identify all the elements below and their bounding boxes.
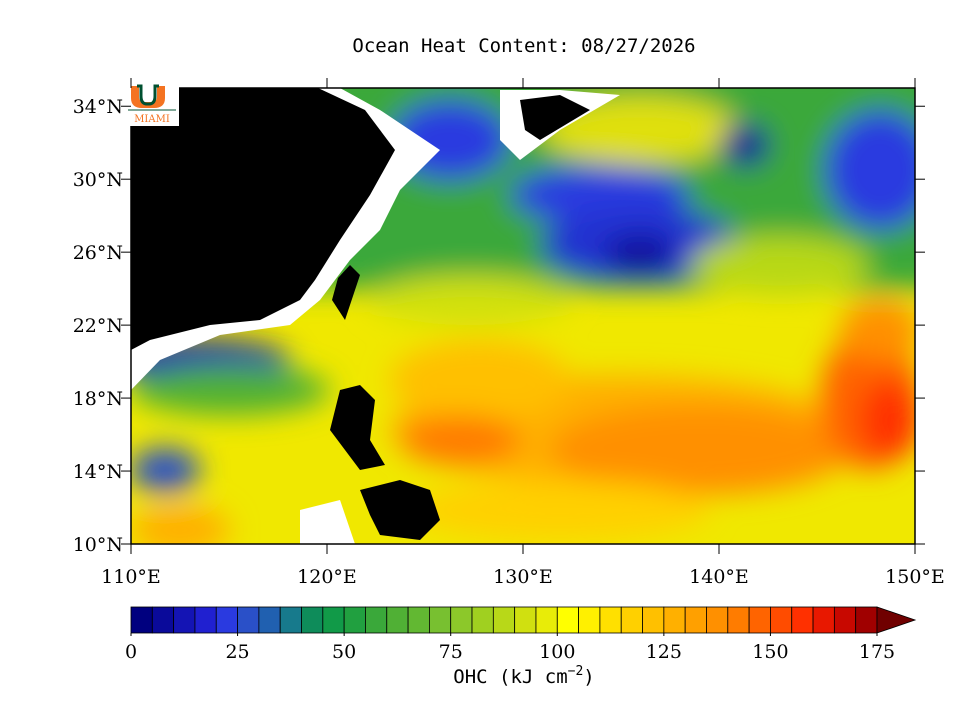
colorbar-swatch: [748, 606, 771, 634]
colorbar-tick-label: 175: [859, 641, 895, 663]
colorbar: 0 25 50 75 100 125 150 175: [125, 606, 917, 663]
label-exponent: −2: [568, 664, 584, 679]
colorbar-swatch: [343, 606, 366, 634]
colorbar-swatch: [620, 606, 643, 634]
colorbar-label: OHC (kJ cm−2): [453, 664, 595, 688]
lon-tick-label: 140°E: [689, 566, 749, 588]
colorbar-swatch: [258, 606, 281, 634]
colorbar-swatch: [514, 606, 537, 634]
label-close: ): [583, 666, 594, 688]
colorbar-swatch: [428, 606, 452, 634]
lat-tick-label: 30°N: [73, 169, 123, 191]
colorbar-swatch: [279, 606, 302, 634]
title: Ocean Heat Content: 08/27/2026: [352, 35, 695, 57]
label-main: OHC (kJ cm: [453, 666, 567, 688]
colorbar-swatch: [535, 606, 558, 634]
colorbar-over: [876, 606, 917, 634]
colorbar-swatch: [130, 606, 153, 634]
colorbar-swatch: [663, 606, 686, 634]
colorbar-tick-label: 100: [539, 641, 575, 663]
colorbar-swatch: [173, 606, 196, 634]
colorbar-swatch: [194, 606, 217, 634]
lat-tick-label: 10°N: [73, 534, 123, 556]
colorbar-swatch: [215, 606, 238, 634]
colorbar-swatch: [599, 606, 622, 634]
colorbar-swatch: [556, 606, 579, 634]
colorbar-tick-label: 0: [125, 641, 137, 663]
colorbar-swatch: [642, 606, 665, 634]
lon-tick-label: 110°E: [101, 566, 161, 588]
colorbar-tick-label: 25: [225, 641, 249, 663]
lat-tick-label: 26°N: [73, 242, 123, 264]
colorbar-swatch: [706, 606, 729, 634]
logo-text: MIAMI: [134, 114, 170, 125]
lat-tick-label: 22°N: [73, 315, 123, 337]
colorbar-swatch: [855, 606, 878, 634]
colorbar-swatch: [492, 606, 516, 634]
colorbar-swatch: [237, 606, 260, 634]
colorbar-swatch: [301, 606, 324, 634]
colorbar-swatch: [450, 606, 473, 634]
colorbar-swatch: [471, 606, 494, 634]
lon-tick-label: 120°E: [297, 566, 357, 588]
colorbar-tick-label: 125: [646, 641, 682, 663]
colorbar-tick-label: 150: [752, 641, 788, 663]
colorbar-swatch: [727, 606, 750, 634]
colorbar-swatch: [791, 606, 814, 634]
colorbar-swatch: [386, 606, 409, 634]
lat-tick-label: 34°N: [73, 96, 123, 118]
lat-tick-label: 18°N: [73, 388, 123, 410]
colorbar-swatch: [770, 606, 793, 634]
colorbar-swatch: [812, 606, 835, 634]
colorbar-swatch: [151, 606, 175, 634]
colorbar-swatch: [684, 606, 707, 634]
colorbar-swatch: [833, 606, 857, 634]
colorbar-swatch: [407, 606, 430, 634]
colorbar-swatch: [322, 606, 345, 634]
lon-tick-label: 150°E: [885, 566, 945, 588]
colorbar-swatch: [578, 606, 601, 634]
colorbar-tick-label: 75: [439, 641, 463, 663]
heat-field: [131, 88, 915, 544]
lat-tick-label: 14°N: [73, 461, 123, 483]
lon-tick-label: 130°E: [493, 566, 553, 588]
logo: MIAMI: [127, 80, 179, 126]
colorbar-swatch: [365, 606, 388, 634]
colorbar-tick-label: 50: [332, 641, 356, 663]
